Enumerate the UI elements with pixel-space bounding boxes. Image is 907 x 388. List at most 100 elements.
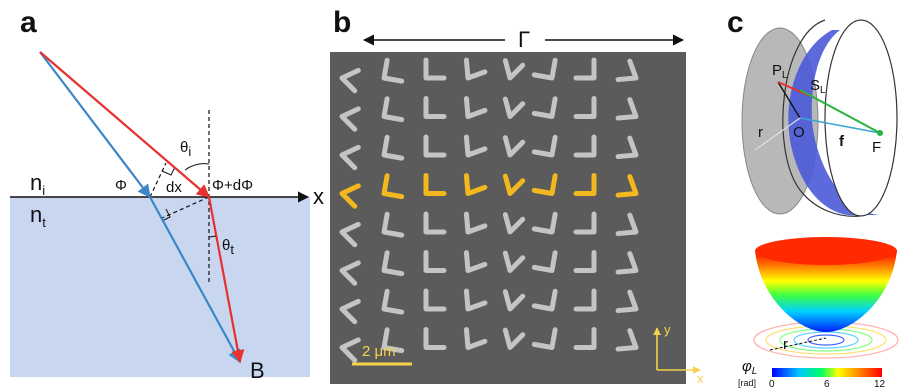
lens-back-rim [824,19,898,217]
antenna [615,328,639,352]
focus-label: F [872,139,881,156]
colorbar-tick-12: 12 [874,379,886,388]
highlighted-antenna [423,173,447,196]
line-s-f [799,89,881,134]
antenna [423,327,447,350]
antenna [531,57,558,81]
r-bottom-line [769,337,827,351]
phi-l-label: φL [742,358,757,377]
p-label: PL [772,62,788,81]
antenna [531,211,558,235]
highlighted-antenna [463,173,488,196]
point-b-label: B [250,358,265,383]
point-f [877,130,883,136]
highlighted-antenna [502,173,526,196]
highlighted-antenna [381,173,405,200]
antenna [615,58,639,83]
line-p-s [777,81,811,97]
colorbar-tick-6: 6 [824,379,830,388]
highlighted-antenna [339,183,361,209]
construction-line-1 [149,162,167,198]
rad-label: [rad] [738,378,756,388]
antenna [573,57,597,81]
s-label: SL [810,77,826,96]
line-r-top [754,117,801,151]
phase-bowl [755,250,897,332]
antenna [339,67,361,94]
lens-surface [788,30,880,216]
phi-label: Φ [115,177,127,194]
panel-b-letter: b [333,6,351,39]
panel-c-letter: c [727,6,744,39]
antenna [381,96,405,123]
antenna [423,211,447,235]
antenna [615,212,639,237]
period-label: Γ [518,27,530,52]
antenna [502,135,526,158]
antenna [502,327,526,350]
antenna [502,58,526,81]
axis-y-label: y [664,322,671,337]
antenna [463,250,488,273]
phi-dphi-label: Φ+dΦ [212,177,253,194]
antenna [573,134,597,158]
antenna [615,135,639,160]
highlighted-antenna [573,173,597,196]
antenna [339,298,361,325]
axis-x-label: x [697,371,704,386]
reference-ray [39,51,151,199]
colorbar [772,368,882,377]
antenna [423,134,447,158]
lens-shell [782,19,861,217]
antenna [381,327,405,354]
highlighted-antenna [615,174,639,198]
phase-bowl-rim [755,237,897,265]
r-top-label: r [758,124,763,141]
antenna [381,57,405,84]
o-label: O [793,124,805,141]
f-label: f [839,133,845,150]
antenna [463,96,488,119]
antenna [531,134,558,158]
colorbar-tick-0: 0 [769,379,775,388]
antenna [339,337,361,363]
antenna [463,134,488,158]
antenna [463,211,488,235]
theta-i-label: θi [180,139,191,159]
antenna [573,288,597,312]
antenna [423,288,447,312]
highlighted-antenna [531,173,558,196]
antenna [339,221,361,248]
antenna [381,250,405,277]
antenna [339,260,361,286]
dx-label: dx [166,179,182,196]
right-angle-mark-1 [161,166,176,176]
line-p-o [777,81,801,119]
transmitted-ray [207,196,245,364]
antenna [531,288,558,312]
antenna [573,211,597,235]
antenna [502,96,526,119]
panel-a: a x ni nt Φ dx Φ+dΦ θi θt B [10,6,324,383]
antenna-grid [339,57,639,363]
antenna [463,327,488,350]
right-angle-mark-2 [161,208,171,222]
antenna [381,211,405,238]
antenna [531,96,558,119]
antenna [573,327,597,350]
line-o-f [799,117,881,134]
antenna [531,327,558,350]
panel-c: c PL SL O f F r r φL [ra [727,6,899,388]
antenna [463,57,488,81]
antenna [573,250,597,273]
ni-label: ni [30,170,45,198]
x-axis-label: x [313,184,324,209]
construction-line-2 [161,196,210,219]
antenna [502,212,526,235]
antenna [615,97,639,121]
antenna [615,289,639,314]
r-bottom-label: r [783,336,788,353]
antenna [502,250,526,273]
substrate-region [10,197,310,377]
